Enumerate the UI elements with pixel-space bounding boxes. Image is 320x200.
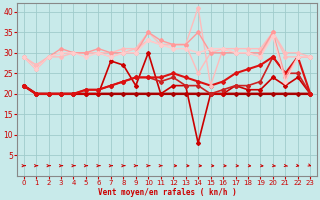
X-axis label: Vent moyen/en rafales ( kn/h ): Vent moyen/en rafales ( kn/h ) — [98, 188, 236, 197]
